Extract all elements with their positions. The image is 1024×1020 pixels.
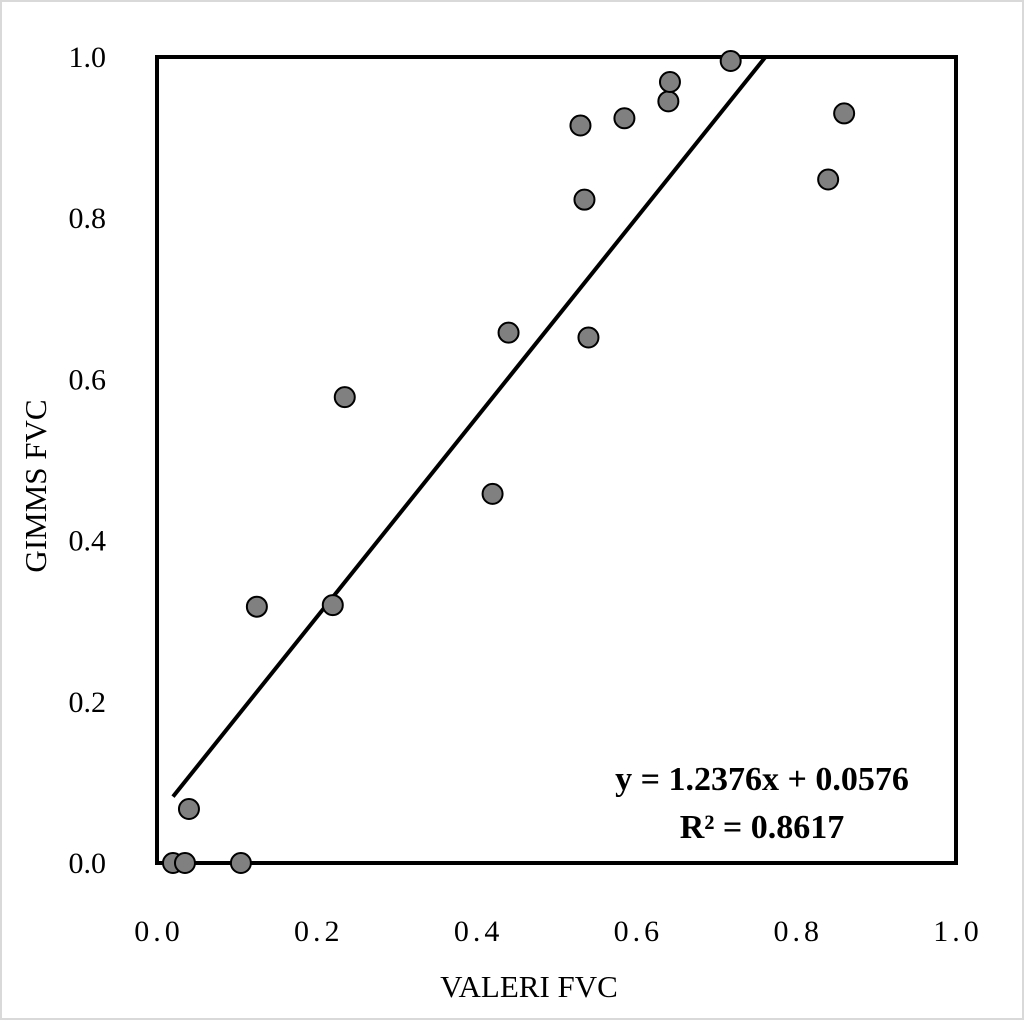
x-tick-label: 0.8 [773, 915, 823, 948]
y-axis-title: GIMMS FVC [18, 399, 53, 572]
data-point [569, 114, 592, 137]
trendline-equation: y = 1.2376x + 0.0576 [615, 761, 909, 798]
x-axis-tick-labels: 0.0 0.2 0.4 0.6 0.8 1.0 [134, 915, 983, 948]
data-point [321, 594, 344, 617]
data-point [613, 107, 636, 130]
trendline [171, 56, 767, 798]
data-point [481, 482, 504, 505]
plot-area-border [155, 55, 958, 865]
data-points [161, 50, 856, 874]
data-point [229, 852, 252, 874]
data-point [577, 326, 600, 349]
y-tick-label: 0.6 [69, 363, 107, 396]
y-tick-label: 0.4 [69, 525, 107, 558]
y-tick-label: 0.8 [69, 202, 107, 235]
r-squared-label: R² = 0.8617 [680, 809, 845, 846]
data-point [657, 90, 680, 113]
data-point [573, 188, 596, 211]
data-point [333, 386, 356, 409]
x-tick-label: 0.4 [454, 915, 504, 948]
data-point [177, 797, 200, 820]
y-axis-tick-labels: 0.0 0.2 0.4 0.6 0.8 1.0 [69, 41, 107, 880]
data-point [817, 168, 840, 191]
data-point [173, 852, 196, 874]
data-point [245, 595, 268, 618]
data-point [719, 50, 742, 73]
y-tick-label: 1.0 [69, 41, 107, 74]
x-axis-title: VALERI FVC [440, 969, 618, 1004]
x-tick-label: 0.2 [294, 915, 344, 948]
x-tick-label: 0.6 [614, 915, 664, 948]
y-tick-label: 0.2 [69, 686, 107, 719]
y-tick-label: 0.0 [69, 847, 107, 880]
data-point [658, 70, 681, 93]
x-tick-label: 0.0 [134, 915, 184, 948]
data-point [833, 102, 856, 125]
data-point [497, 321, 520, 344]
x-tick-label: 1.0 [933, 915, 983, 948]
